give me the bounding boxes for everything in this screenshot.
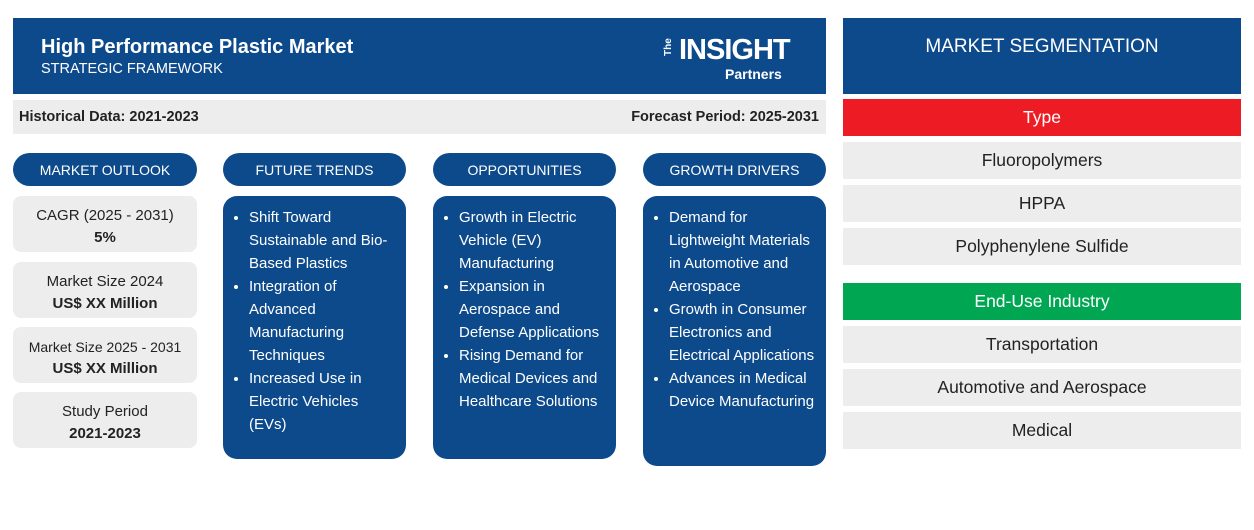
logo-the: The [663,38,674,56]
forecast: Forecast Period: 2025-2031 [631,109,819,125]
column-box: Growth in Electric Vehicle (EV) Manufact… [433,196,616,459]
segment-item: HPPA [843,185,1241,222]
period-bar: Historical Data: 2021-2023 Forecast Peri… [13,100,826,134]
column-heading: GROWTH DRIVERS [643,153,826,186]
stat-label: Market Size 2025 - 2031 [28,339,182,355]
bullet-item: Shift Toward Sustainable and Bio-Based P… [249,206,396,275]
segment-item: Automotive and Aerospace [843,369,1241,406]
stat-box: Market Size 2024 US$ XX Million [13,262,197,318]
stat-label: Study Period [62,403,148,420]
stat-value: 2021-2023 [69,425,141,442]
bullet-item: Growth in Consumer Electronics and Elect… [669,298,816,367]
stat-value: 5% [94,229,116,246]
logo-insight: INSIGHT [679,34,791,66]
column-box: Shift Toward Sustainable and Bio-Based P… [223,196,406,459]
segmentation-title: MARKET SEGMENTATION [843,18,1241,94]
historical: Historical Data: 2021-2023 [19,109,199,125]
subtitle: STRATEGIC FRAMEWORK [41,61,223,77]
stat-value: US$ XX Million [52,360,158,377]
segment-group: End-Use Industry [843,283,1241,320]
bullet-item: Rising Demand for Medical Devices and He… [459,344,606,413]
segment-group: Type [843,99,1241,136]
column-box: Demand for Lightweight Materials in Auto… [643,196,826,466]
outlook-heading: MARKET OUTLOOK [13,153,197,186]
bullet-list: Shift Toward Sustainable and Bio-Based P… [239,206,396,436]
column-heading: OPPORTUNITIES [433,153,616,186]
bullet-item: Demand for Lightweight Materials in Auto… [669,206,816,298]
segment-item: Fluoropolymers [843,142,1241,179]
segment-item: Transportation [843,326,1241,363]
stat-box: Market Size 2025 - 2031 US$ XX Million [13,327,197,383]
stat-label: Market Size 2024 [46,273,164,290]
bullet-item: Growth in Electric Vehicle (EV) Manufact… [459,206,606,275]
segment-item: Polyphenylene Sulfide [843,228,1241,265]
stat-box: Study Period 2021-2023 [13,392,197,448]
bullet-item: Increased Use in Electric Vehicles (EVs) [249,367,396,436]
column-heading: FUTURE TRENDS [223,153,406,186]
segment-item: Medical [843,412,1241,449]
logo-partners: Partners [725,66,782,82]
bullet-item: Integration of Advanced Manufacturing Te… [249,275,396,367]
header: High Performance Plastic Market STRATEGI… [13,18,826,94]
bullet-item: Expansion in Aerospace and Defense Appli… [459,275,606,344]
bullet-list: Demand for Lightweight Materials in Auto… [659,206,816,413]
bullet-list: Growth in Electric Vehicle (EV) Manufact… [449,206,606,413]
stat-label: CAGR (2025 - 2031) [36,207,174,224]
title: High Performance Plastic Market [41,36,354,58]
bullet-item: Advances in Medical Device Manufacturing [669,367,816,413]
stat-box: CAGR (2025 - 2031) 5% [13,196,197,252]
stat-value: US$ XX Million [52,295,158,312]
